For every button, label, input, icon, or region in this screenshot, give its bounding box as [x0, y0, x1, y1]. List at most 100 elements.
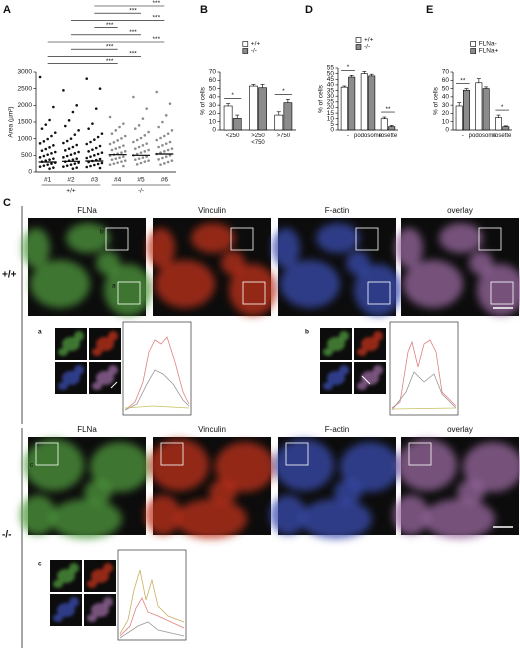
roi-box [105, 227, 129, 251]
x-tick-label: #5 [137, 177, 145, 184]
data-point [100, 161, 104, 165]
data-point [77, 129, 80, 132]
intensity-profile [124, 405, 190, 409]
cell [62, 337, 80, 351]
data-point [52, 105, 55, 109]
panel-label: E [426, 4, 433, 16]
x-tick-label-box: rosette [379, 133, 397, 139]
bar [232, 118, 242, 131]
y-tick-label: 70 [209, 69, 217, 76]
significance-label: *** [129, 29, 137, 36]
cell [69, 597, 79, 607]
data-point [96, 162, 100, 166]
data-point [50, 162, 53, 165]
data-point [100, 151, 104, 154]
y-tick-label: 45 [327, 76, 335, 83]
data-point [44, 147, 48, 151]
data-point [137, 145, 141, 149]
y-tick-label: 40 [442, 94, 450, 101]
cell [155, 260, 215, 308]
data-point [100, 132, 104, 135]
cell [463, 442, 520, 492]
data-point [62, 89, 65, 92]
legend-label: FLNa- [479, 41, 497, 48]
data-point [69, 153, 73, 156]
column-header: overlay [447, 206, 473, 215]
y-tick-label: 20 [209, 110, 217, 117]
data-point [164, 142, 168, 145]
data-point [108, 115, 112, 119]
data-point [52, 157, 55, 160]
micrograph-signal [92, 365, 118, 390]
significance-label: *** [153, 15, 161, 22]
data-point [52, 144, 55, 147]
data-point [120, 151, 123, 154]
cell [191, 223, 235, 253]
x-tick-label: #6 [161, 177, 169, 184]
y-tick-label: 5 [330, 121, 334, 128]
data-point [40, 127, 44, 130]
cell [53, 580, 63, 588]
data-point [161, 156, 164, 160]
x-tick-label: podosome [354, 133, 382, 139]
data-point [110, 132, 114, 135]
bar [482, 88, 490, 131]
data-point [71, 145, 75, 149]
intensity-profile [119, 597, 185, 637]
legend-swatch [355, 37, 362, 43]
data-point [75, 143, 78, 147]
intensity-profile [119, 569, 185, 635]
data-point [163, 134, 166, 138]
cell [58, 348, 68, 356]
significance-label: * [231, 92, 234, 99]
data-point [85, 156, 89, 160]
bar [348, 76, 356, 131]
significance-label: * [347, 64, 350, 71]
data-point [170, 159, 174, 162]
cell [215, 442, 275, 492]
cell [87, 580, 97, 588]
intensity-profile [391, 339, 457, 409]
cell [439, 223, 483, 253]
data-point [122, 155, 125, 158]
y-tick-label: 50 [442, 85, 450, 92]
cell [87, 614, 97, 622]
y-axis-label: % of cells [318, 84, 325, 113]
data-point [48, 146, 51, 149]
y-tick-label: 0 [330, 127, 334, 134]
data-point [73, 162, 77, 165]
bar [380, 118, 388, 131]
data-point [65, 139, 69, 143]
data-point [170, 147, 174, 150]
micrograph-signal [20, 439, 150, 539]
bar [340, 86, 348, 131]
cell [84, 480, 112, 504]
data-point [159, 136, 162, 140]
data-point [139, 161, 143, 165]
data-point [98, 166, 102, 170]
bar [368, 75, 376, 131]
bar [258, 87, 267, 131]
y-tick-label: 2000 [18, 102, 33, 109]
x-tick-label: #1 [44, 177, 52, 184]
panel-label: B [200, 4, 208, 16]
y-tick-label: 50 [209, 85, 217, 92]
cell [395, 228, 423, 268]
y-tick-label: 500 [21, 152, 32, 159]
legend-label: FLNa+ [479, 48, 499, 55]
x-tick-label-box: <250 [226, 133, 240, 139]
y-tick-label: 15 [327, 110, 335, 117]
cell [66, 223, 110, 253]
data-point [168, 154, 172, 157]
cell [334, 480, 362, 504]
cell [316, 223, 360, 253]
micrograph-signal [92, 331, 118, 356]
significance-label: *** [106, 43, 114, 50]
cell [346, 251, 370, 275]
cell [457, 480, 485, 504]
data-point [118, 125, 121, 129]
data-point [38, 142, 42, 145]
cell [74, 365, 84, 375]
data-point [137, 124, 141, 127]
bar [495, 117, 502, 131]
